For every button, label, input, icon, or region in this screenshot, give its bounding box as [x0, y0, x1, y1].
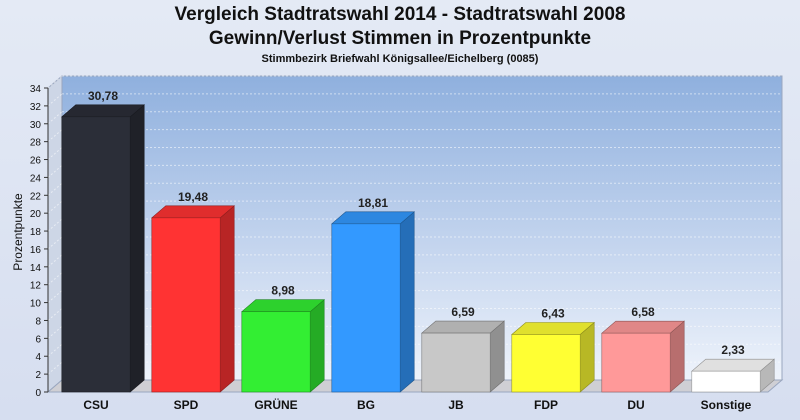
bar-top — [60, 104, 146, 118]
bar-value-label: 6,59 — [451, 305, 475, 319]
grid-line-side — [47, 200, 63, 214]
y-tick-label: 32 — [30, 102, 42, 113]
bar-jb: 6,59 — [420, 305, 506, 393]
bar-front — [601, 332, 671, 393]
bar-value-label: 18,81 — [358, 196, 388, 210]
y-tick-label: 16 — [30, 245, 42, 256]
grid-line-side — [47, 236, 63, 250]
x-tick-label: SPD — [174, 398, 199, 412]
y-tick-label: 2 — [35, 370, 41, 381]
bar-spd: 19,48 — [150, 190, 236, 393]
bar-side — [309, 299, 325, 393]
bar-front — [691, 370, 761, 393]
grid-line-side — [47, 308, 63, 321]
bar-side — [489, 320, 505, 393]
bar-side — [399, 211, 415, 393]
y-tick-label: 18 — [30, 227, 42, 238]
grid-line-side — [47, 343, 63, 357]
bar-top — [240, 299, 326, 313]
grid-line-side — [47, 325, 63, 339]
y-tick-label: 20 — [30, 209, 42, 220]
bar-bg: 18,81 — [330, 196, 416, 393]
y-tick-label: 4 — [35, 352, 41, 363]
bar-value-label: 6,58 — [631, 305, 655, 319]
y-tick-label: 34 — [30, 84, 42, 95]
y-tick-label: 14 — [30, 263, 42, 274]
grid-line-side — [47, 165, 63, 178]
bar-value-label: 2,33 — [721, 343, 745, 357]
bar-top — [510, 322, 596, 335]
bar-side — [129, 104, 145, 393]
y-tick-label: 8 — [35, 316, 41, 327]
y-tick-label: 24 — [30, 173, 42, 184]
bar-side — [219, 205, 235, 393]
x-tick-label: BG — [357, 398, 375, 412]
bar-top — [330, 211, 416, 225]
grid-line-side — [47, 93, 63, 107]
x-tick-label: DU — [627, 398, 644, 412]
grid-line-side — [47, 272, 63, 286]
bar-front — [511, 334, 581, 393]
y-tick-label: 30 — [30, 120, 42, 131]
grid-line-side — [47, 75, 63, 89]
y-tick-label: 0 — [35, 388, 41, 399]
bar-top — [150, 205, 236, 219]
bar-side — [669, 320, 685, 393]
bar-value-label: 8,98 — [271, 284, 295, 298]
x-tick-label: Sonstige — [701, 398, 752, 412]
chart-subtitle: Stimmbezirk Briefwahl Königsallee/Eichel… — [261, 53, 539, 65]
y-tick-label: 6 — [35, 334, 41, 345]
grid-line-side — [47, 361, 63, 375]
y-axis-label: Prozentpunkte — [11, 193, 25, 271]
bar-top — [600, 320, 686, 334]
bar-sonstige: 2,33 — [690, 343, 776, 393]
x-tick-label: CSU — [83, 398, 108, 412]
bar-fdp: 6,43 — [510, 307, 596, 393]
x-tick-label: FDP — [534, 398, 558, 412]
bar-front — [421, 332, 491, 393]
grid-line-side — [47, 182, 63, 196]
bar-front — [331, 223, 401, 393]
bar-value-label: 30,78 — [88, 89, 118, 103]
x-tick-label: GRÜNE — [254, 397, 297, 412]
bar-csu: 30,78 — [60, 89, 146, 393]
bar-top — [420, 320, 506, 334]
y-tick-label: 22 — [30, 191, 42, 202]
bar-front — [241, 311, 311, 393]
x-tick-label: JB — [448, 398, 464, 412]
bar-grüne: 8,98 — [240, 284, 326, 393]
grid-line-side — [47, 254, 63, 268]
chart-title-line2: Gewinn/Verlust Stimmen in Prozentpunkte — [208, 28, 592, 49]
bar-front — [61, 116, 131, 393]
y-tick-label: 12 — [30, 281, 42, 292]
bar-top — [690, 358, 776, 372]
grid-line-side — [47, 290, 63, 303]
bar-front — [151, 217, 221, 393]
grid-line-side — [47, 129, 63, 143]
bar-du: 6,58 — [600, 305, 686, 393]
grid-line-side — [47, 218, 63, 232]
chart-title: Vergleich Stadtratswahl 2014 - Stadtrats… — [174, 4, 626, 25]
bar-value-label: 19,48 — [178, 190, 208, 204]
grid-line-side — [47, 111, 63, 125]
grid-line-side — [47, 147, 63, 160]
plot-side-wall — [47, 74, 63, 394]
y-tick-label: 10 — [30, 299, 42, 310]
y-tick-label: 28 — [30, 138, 42, 149]
y-tick-label: 26 — [30, 156, 42, 167]
bar-value-label: 6,43 — [541, 307, 565, 321]
